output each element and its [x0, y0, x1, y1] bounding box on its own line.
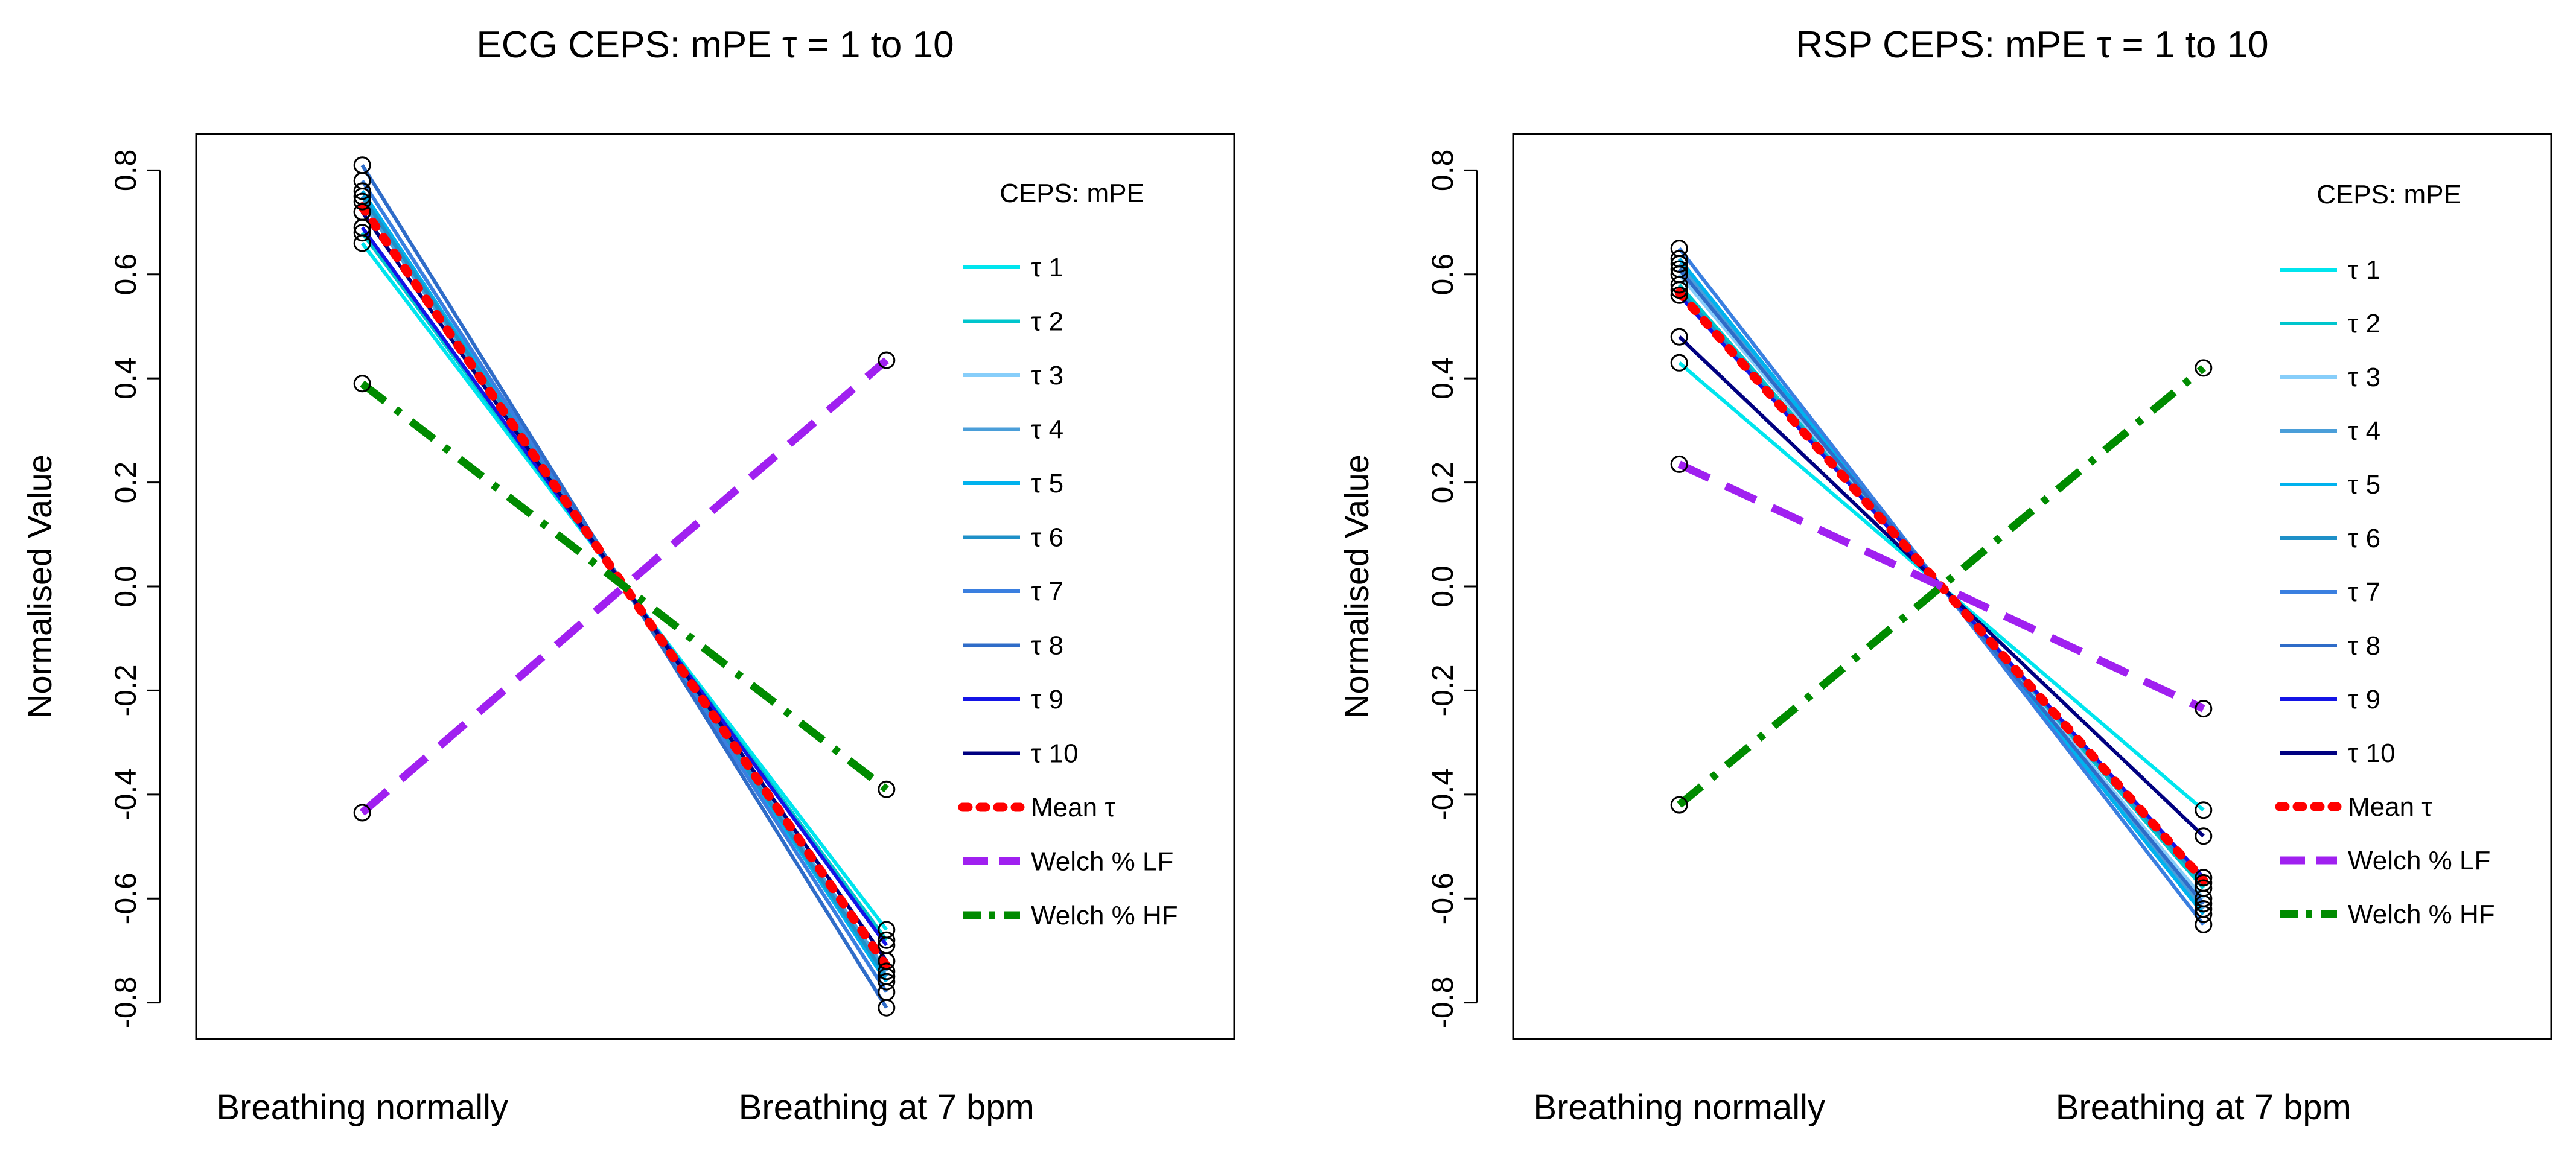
- legend-label-2: τ 2: [1031, 307, 1063, 337]
- legend-label-7: τ 7: [1031, 577, 1063, 606]
- y-tick-label: -0.6: [109, 872, 142, 924]
- legend-label-9: τ 9: [1031, 685, 1063, 714]
- data-point-5: [878, 973, 896, 991]
- data-point-10: [353, 203, 371, 221]
- y-tick-label: 0.0: [1426, 565, 1459, 608]
- legend-title: CEPS: mPE: [2316, 180, 2461, 209]
- data-point-5: [1670, 250, 1688, 268]
- legend-label-welch-hf: Welch % HF: [2348, 900, 2495, 929]
- legend-label-8: τ 8: [1031, 631, 1063, 661]
- data-point-welch-hf: [1670, 796, 1688, 814]
- data-point-10: [878, 952, 896, 970]
- legend-label-3: τ 3: [1031, 361, 1063, 390]
- data-point-2: [878, 931, 896, 949]
- series-line-welch-lf: [359, 357, 890, 816]
- data-point-6: [1670, 281, 1688, 299]
- data-point-9: [2195, 869, 2213, 887]
- y-tick-label: 0.6: [109, 253, 142, 296]
- series-line-welch-hf: [1677, 364, 2206, 808]
- data-point-welch-lf: [2195, 700, 2213, 718]
- legend-label-7: τ 7: [2348, 577, 2380, 607]
- data-point-4: [878, 962, 896, 980]
- data-point-welch-hf: [878, 780, 896, 798]
- y-tick-label: -0.8: [1426, 977, 1459, 1029]
- y-tick-label: 0.8: [109, 150, 142, 192]
- data-point-8: [878, 999, 896, 1017]
- y-tick-label: -0.2: [109, 664, 142, 716]
- rsp-panel: RSP CEPS: mPE τ = 1 to 10 0.8 0.6 0.4 0.2 0.0…: [1337, 24, 2552, 1127]
- data-point-7: [1670, 240, 1688, 258]
- data-point-1: [1670, 354, 1688, 372]
- data-point-welch-hf: [2195, 359, 2213, 377]
- data-point-welch-lf: [353, 804, 371, 822]
- y-tick-label: 0.4: [109, 357, 142, 399]
- series-line-welch-hf: [360, 380, 889, 793]
- y-tick-label: -0.4: [1426, 769, 1459, 821]
- legend-label-welch-lf: Welch % LF: [1031, 847, 1173, 877]
- data-point-10: [1670, 328, 1688, 346]
- data-point-welch-lf: [1670, 455, 1688, 473]
- plot-frame: [195, 133, 1235, 1040]
- legend-label-2: τ 2: [2348, 309, 2380, 338]
- data-point-8: [2195, 895, 2213, 913]
- data-point-2: [353, 224, 371, 242]
- legend-label-mean: Mean τ: [2348, 792, 2432, 822]
- ecg-panel: ECG CEPS: mPE τ = 1 to 10 0.8 0.6 0.4 0.2 0.0…: [21, 24, 1235, 1127]
- data-point-welch-lf: [878, 351, 896, 369]
- legend-label-8: τ 8: [2348, 631, 2380, 661]
- data-point-5: [353, 182, 371, 200]
- x-category-label: Breathing at 7 bpm: [739, 1088, 1035, 1127]
- legend-label-4: τ 4: [1031, 415, 1063, 445]
- y-axis-label: Normalised Value: [1337, 454, 1376, 719]
- legend-label-10: τ 10: [1031, 739, 1079, 769]
- x-category-label: Breathing normally: [1533, 1088, 1825, 1127]
- y-tick-label: -0.8: [109, 977, 142, 1029]
- data-point-8: [1670, 260, 1688, 278]
- y-tick-label: 0.2: [1426, 462, 1459, 504]
- legend-label-6: τ 6: [1031, 523, 1063, 553]
- legend-label-1: τ 1: [2348, 255, 2380, 285]
- y-tick-label: 0.0: [109, 565, 142, 608]
- series-line-welch-lf: [1677, 460, 2205, 713]
- legend-label-1: τ 1: [1031, 253, 1063, 282]
- data-point-4: [353, 192, 371, 211]
- chart-title: ECG CEPS: mPE τ = 1 to 10: [476, 24, 954, 66]
- y-axis-label: Normalised Value: [21, 454, 59, 719]
- legend-label-5: τ 5: [1031, 469, 1063, 498]
- y-tick-label: 0.6: [1426, 253, 1459, 296]
- series-line-mean: [357, 202, 891, 971]
- legend-label-6: τ 6: [2348, 524, 2380, 553]
- legend-label-welch-hf: Welch % HF: [1031, 901, 1178, 930]
- legend-label-welch-lf: Welch % LF: [2348, 846, 2490, 875]
- y-tick-label: 0.8: [1426, 150, 1459, 192]
- chart-title: RSP CEPS: mPE τ = 1 to 10: [1796, 24, 2268, 66]
- plot-frame: [1512, 133, 2552, 1040]
- y-tick-label: -0.6: [1426, 872, 1459, 924]
- x-category-label: Breathing at 7 bpm: [2056, 1088, 2351, 1127]
- y-tick-label: 0.2: [109, 462, 142, 504]
- data-point-welch-hf: [353, 375, 371, 393]
- y-tick-label: 0.4: [1426, 357, 1459, 399]
- legend-label-4: τ 4: [2348, 416, 2380, 446]
- data-point-7: [2195, 915, 2213, 933]
- legend-label-mean: Mean τ: [1031, 793, 1115, 822]
- y-tick-label: -0.2: [1426, 664, 1459, 716]
- legend-title: CEPS: mPE: [999, 179, 1144, 208]
- y-tick-label: -0.4: [109, 769, 142, 821]
- data-point-5: [2195, 905, 2213, 923]
- data-point-10: [2195, 827, 2213, 845]
- x-category-label: Breathing normally: [216, 1088, 508, 1127]
- data-point-1: [2195, 801, 2213, 819]
- data-point-6: [2195, 874, 2213, 892]
- data-point-8: [353, 156, 371, 174]
- legend-label-3: τ 3: [2348, 363, 2380, 392]
- legend-label-10: τ 10: [2348, 738, 2396, 768]
- legend-label-9: τ 9: [2348, 685, 2380, 714]
- legend-label-5: τ 5: [2348, 470, 2380, 500]
- data-point-9: [1670, 286, 1688, 304]
